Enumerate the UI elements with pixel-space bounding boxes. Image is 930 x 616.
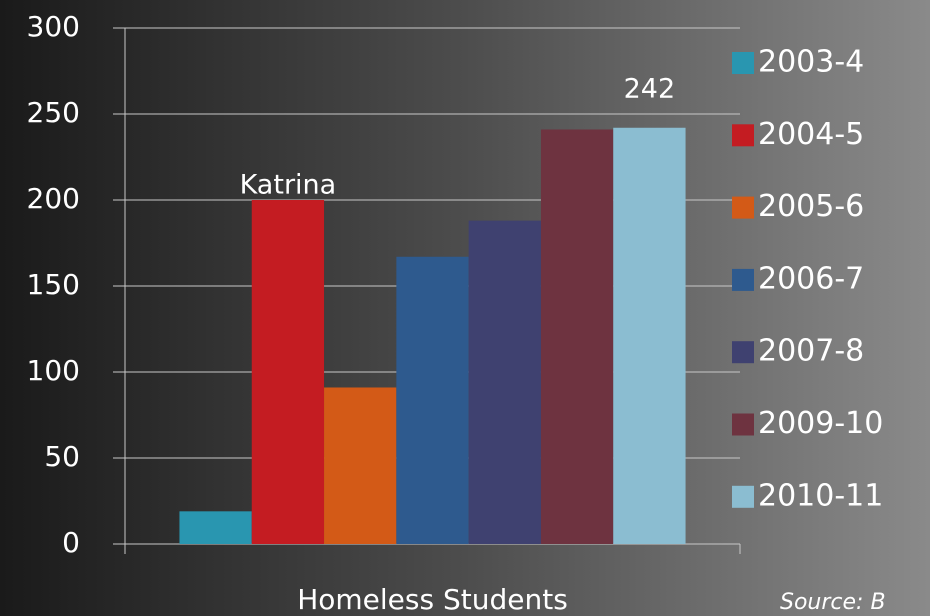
bar [469,221,541,544]
legend-label: 2004-5 [758,117,864,152]
bar [396,257,468,544]
source-note: Source: B [780,590,886,615]
legend-swatch [732,124,754,146]
legend-label: 2009-10 [758,406,883,441]
bar [324,387,396,544]
legend-label: 2005-6 [758,189,864,224]
data-label: 242 [624,73,676,104]
y-tick-label: 250 [27,96,80,129]
y-tick-label: 50 [44,440,80,473]
bar [541,129,613,544]
annotation: Katrina [240,170,337,201]
legend-label: 2003-4 [758,45,864,80]
bar [613,128,685,544]
y-tick-label: 0 [62,526,80,559]
bar [179,511,251,544]
legend-swatch [732,197,754,219]
legend-label: 2007-8 [758,334,864,369]
legend-swatch [732,414,754,436]
x-tick-label: Homeless Students [297,583,568,616]
y-tick-label: 300 [27,10,80,43]
legend-label: 2010-11 [758,478,883,513]
legend-swatch [732,341,754,363]
legend-label: 2006-7 [758,261,864,296]
y-tick-label: 150 [27,268,80,301]
y-tick-label: 200 [27,182,80,215]
page: {"chart_data": {"type": "bar", "categori… [0,0,930,616]
chart: Source: B 0 50 100 150 200 250 300 Homeless Stu… [0,0,930,616]
bar [252,200,324,544]
y-tick-label: 100 [27,354,80,387]
legend-swatch [732,486,754,508]
legend-swatch [732,52,754,74]
legend-swatch [732,269,754,291]
